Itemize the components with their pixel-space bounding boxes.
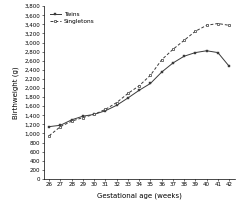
Singletons [149,74,152,77]
Twins [216,51,219,54]
Line: Twins: Twins [48,49,231,128]
Twins [160,71,163,73]
Twins [149,82,152,85]
Twins [127,97,129,99]
Twins [70,119,73,121]
Singletons [59,125,62,128]
Singletons [93,113,96,116]
Singletons [104,108,107,111]
Singletons [171,48,174,51]
Singletons [115,101,118,104]
Twins [59,124,62,126]
Singletons [205,24,208,27]
Twins [228,65,231,67]
Singletons [183,39,186,42]
Singletons [48,134,51,137]
Twins [183,55,186,57]
Singletons [194,30,197,32]
Singletons [70,120,73,123]
Twins [82,115,84,118]
Twins [194,51,197,54]
Singletons [228,24,231,27]
Singletons [160,59,163,61]
Twins [115,104,118,106]
Twins [104,109,107,112]
Line: Singletons: Singletons [48,22,231,137]
Twins [171,62,174,64]
Singletons [216,22,219,25]
Twins [48,125,51,128]
Singletons [82,116,84,119]
Twins [138,89,141,92]
Singletons [127,92,129,95]
Legend: Twins, Singletons: Twins, Singletons [48,11,96,25]
Twins [93,113,96,116]
Y-axis label: Birthweight (g): Birthweight (g) [12,66,19,119]
Twins [205,50,208,52]
Singletons [138,84,141,87]
X-axis label: Gestational age (weeks): Gestational age (weeks) [97,193,182,199]
